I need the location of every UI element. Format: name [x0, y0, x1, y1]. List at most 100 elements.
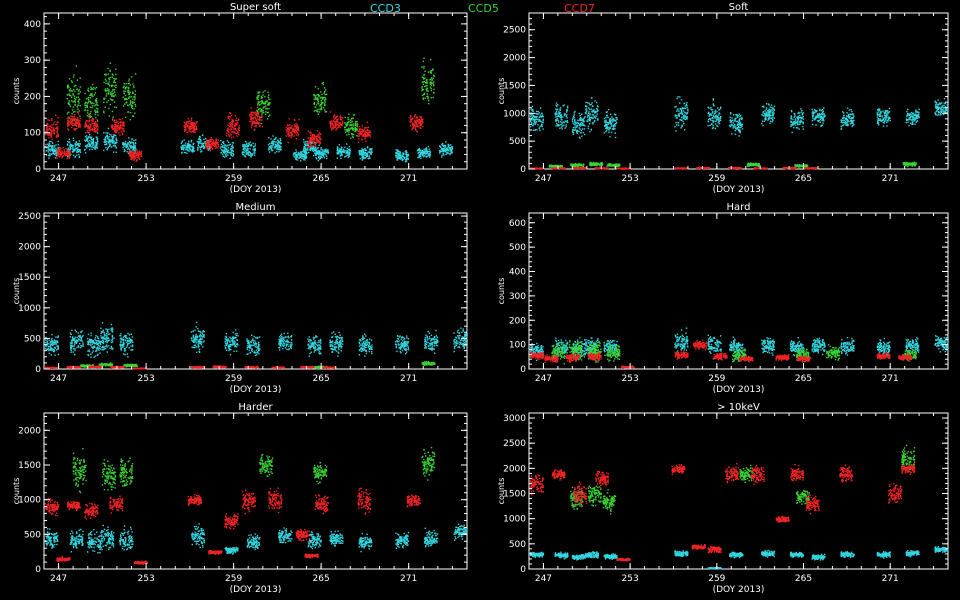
data-point	[609, 113, 612, 115]
data-point	[230, 152, 233, 154]
data-point	[714, 127, 716, 130]
data-point	[90, 141, 92, 143]
data-point	[253, 151, 256, 153]
data-point	[105, 147, 107, 149]
data-point	[731, 117, 733, 119]
data-point	[124, 97, 126, 100]
data-point	[295, 134, 297, 136]
data-point	[588, 108, 591, 110]
data-point	[186, 146, 188, 148]
data-point	[367, 151, 369, 153]
data-point	[204, 141, 206, 143]
data-point	[245, 153, 247, 155]
data-point	[91, 106, 93, 109]
data-point	[607, 128, 610, 130]
data-point	[344, 122, 346, 124]
data-point	[433, 92, 435, 94]
data-point	[425, 85, 427, 87]
data-point	[595, 107, 598, 110]
data-point	[69, 141, 71, 143]
data-point	[317, 149, 320, 152]
data-point	[250, 111, 252, 114]
data-point	[321, 155, 323, 157]
data-point	[68, 117, 71, 119]
data-point	[312, 147, 315, 149]
data-point	[609, 136, 611, 138]
data-point	[399, 152, 402, 154]
data-point	[605, 131, 607, 133]
data-point	[794, 122, 797, 124]
data-point	[589, 117, 592, 119]
data-point	[93, 146, 95, 149]
data-point	[303, 158, 305, 161]
data-point	[335, 124, 337, 126]
data-point	[422, 60, 424, 63]
data-point	[107, 99, 110, 102]
data-point	[446, 152, 448, 155]
data-point	[111, 93, 114, 95]
data-point	[406, 155, 408, 157]
data-point	[199, 138, 201, 140]
data-point	[358, 138, 360, 140]
data-point	[402, 158, 404, 161]
data-point	[268, 94, 270, 96]
data-point	[76, 150, 78, 152]
data-point	[187, 146, 190, 148]
data-point	[226, 140, 229, 142]
data-point	[442, 152, 445, 155]
data-point	[405, 154, 408, 156]
data-point	[717, 107, 719, 109]
data-point	[888, 107, 891, 110]
data-point	[359, 131, 362, 133]
data-point	[740, 114, 742, 117]
data-point	[449, 153, 451, 156]
data-point	[192, 127, 195, 129]
data-point	[293, 153, 295, 155]
data-point	[109, 92, 112, 94]
data-point	[686, 112, 689, 114]
data-point	[309, 132, 311, 134]
data-point	[555, 104, 557, 106]
data-point	[230, 137, 233, 139]
data-point	[709, 117, 711, 120]
data-point	[887, 112, 890, 114]
data-point	[413, 125, 415, 127]
data-point	[127, 86, 130, 89]
data-point	[537, 113, 539, 115]
data-point	[140, 152, 142, 154]
data-point	[68, 149, 71, 152]
data-point	[531, 119, 533, 121]
data-point	[206, 140, 208, 142]
data-point	[222, 149, 224, 151]
data-point	[50, 148, 52, 151]
data-point	[135, 139, 137, 141]
data-point	[84, 104, 86, 106]
data-point	[734, 118, 736, 120]
data-point	[680, 127, 682, 129]
data-point	[136, 149, 138, 151]
data-point	[431, 79, 433, 81]
data-point	[362, 153, 364, 155]
data-point	[95, 86, 98, 89]
data-point	[115, 119, 117, 121]
data-point	[340, 150, 342, 153]
data-point	[797, 127, 799, 129]
data-point	[679, 119, 681, 121]
data-point	[192, 146, 194, 148]
data-point	[613, 119, 615, 121]
data-point	[358, 150, 361, 153]
data-point	[63, 149, 65, 151]
data-point	[533, 115, 536, 117]
data-point	[105, 95, 107, 97]
data-point	[95, 101, 97, 103]
data-point	[737, 121, 740, 124]
data-point	[812, 117, 814, 120]
data-point	[885, 112, 888, 114]
data-point	[204, 137, 207, 140]
data-point	[77, 121, 80, 123]
data-point	[356, 121, 358, 123]
data-point	[92, 144, 94, 146]
data-point	[877, 114, 879, 116]
data-point	[340, 153, 342, 156]
data-point	[122, 96, 124, 98]
